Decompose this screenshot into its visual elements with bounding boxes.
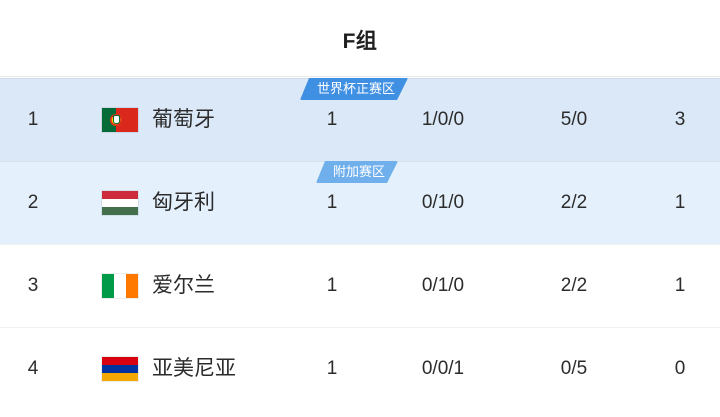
row-team-name[interactable]: 葡萄牙 bbox=[152, 108, 215, 131]
table-row[interactable]: 4 亚美尼亚 1 0/0/1 0/5 0 bbox=[0, 327, 720, 410]
row-win-draw-loss: 1/0/0 bbox=[421, 109, 465, 130]
row-team-name[interactable]: 亚美尼亚 bbox=[152, 357, 236, 380]
row-played: 1 bbox=[326, 358, 338, 379]
row-points: 1 bbox=[674, 192, 686, 213]
row-goals: 2/2 bbox=[560, 275, 588, 296]
row-goals: 5/0 bbox=[560, 109, 588, 130]
row-rank: 3 bbox=[27, 275, 39, 296]
row-team-name[interactable]: 爱尔兰 bbox=[152, 274, 215, 297]
row-win-draw-loss: 0/1/0 bbox=[421, 275, 465, 296]
page-header: F组 bbox=[0, 0, 720, 78]
table-row[interactable]: 3 爱尔兰 1 0/1/0 2/2 1 bbox=[0, 244, 720, 327]
row-played: 1 bbox=[326, 192, 338, 213]
row-goals: 0/5 bbox=[560, 358, 588, 379]
qualification-badge-playoff: 附加赛区 bbox=[316, 161, 398, 183]
standings-table: 1 葡萄牙 1 1/0/0 5/0 3 2 bbox=[0, 78, 720, 417]
row-flag bbox=[96, 161, 144, 244]
qualification-badge-world-cup: 世界杯正赛区 bbox=[300, 78, 408, 100]
portugal-flag-icon bbox=[102, 107, 138, 132]
row-team-name[interactable]: 匈牙利 bbox=[152, 191, 215, 214]
header-divider bbox=[0, 76, 720, 77]
armenia-flag-icon bbox=[102, 356, 138, 381]
row-rank: 2 bbox=[27, 192, 39, 213]
ireland-flag-icon bbox=[102, 273, 138, 298]
row-flag bbox=[96, 244, 144, 327]
row-divider bbox=[0, 327, 720, 328]
page-title: F组 bbox=[342, 30, 378, 53]
row-goals: 2/2 bbox=[560, 192, 588, 213]
row-win-draw-loss: 0/0/1 bbox=[421, 358, 465, 379]
row-rank: 1 bbox=[27, 109, 39, 130]
row-flag bbox=[96, 78, 144, 161]
row-win-draw-loss: 0/1/0 bbox=[421, 192, 465, 213]
row-played: 1 bbox=[326, 109, 338, 130]
row-points: 0 bbox=[674, 358, 686, 379]
row-played: 1 bbox=[326, 275, 338, 296]
hungary-flag-icon bbox=[102, 190, 138, 215]
row-flag bbox=[96, 327, 144, 410]
row-rank: 4 bbox=[27, 358, 39, 379]
row-points: 3 bbox=[674, 109, 686, 130]
row-divider bbox=[0, 244, 720, 245]
row-points: 1 bbox=[674, 275, 686, 296]
